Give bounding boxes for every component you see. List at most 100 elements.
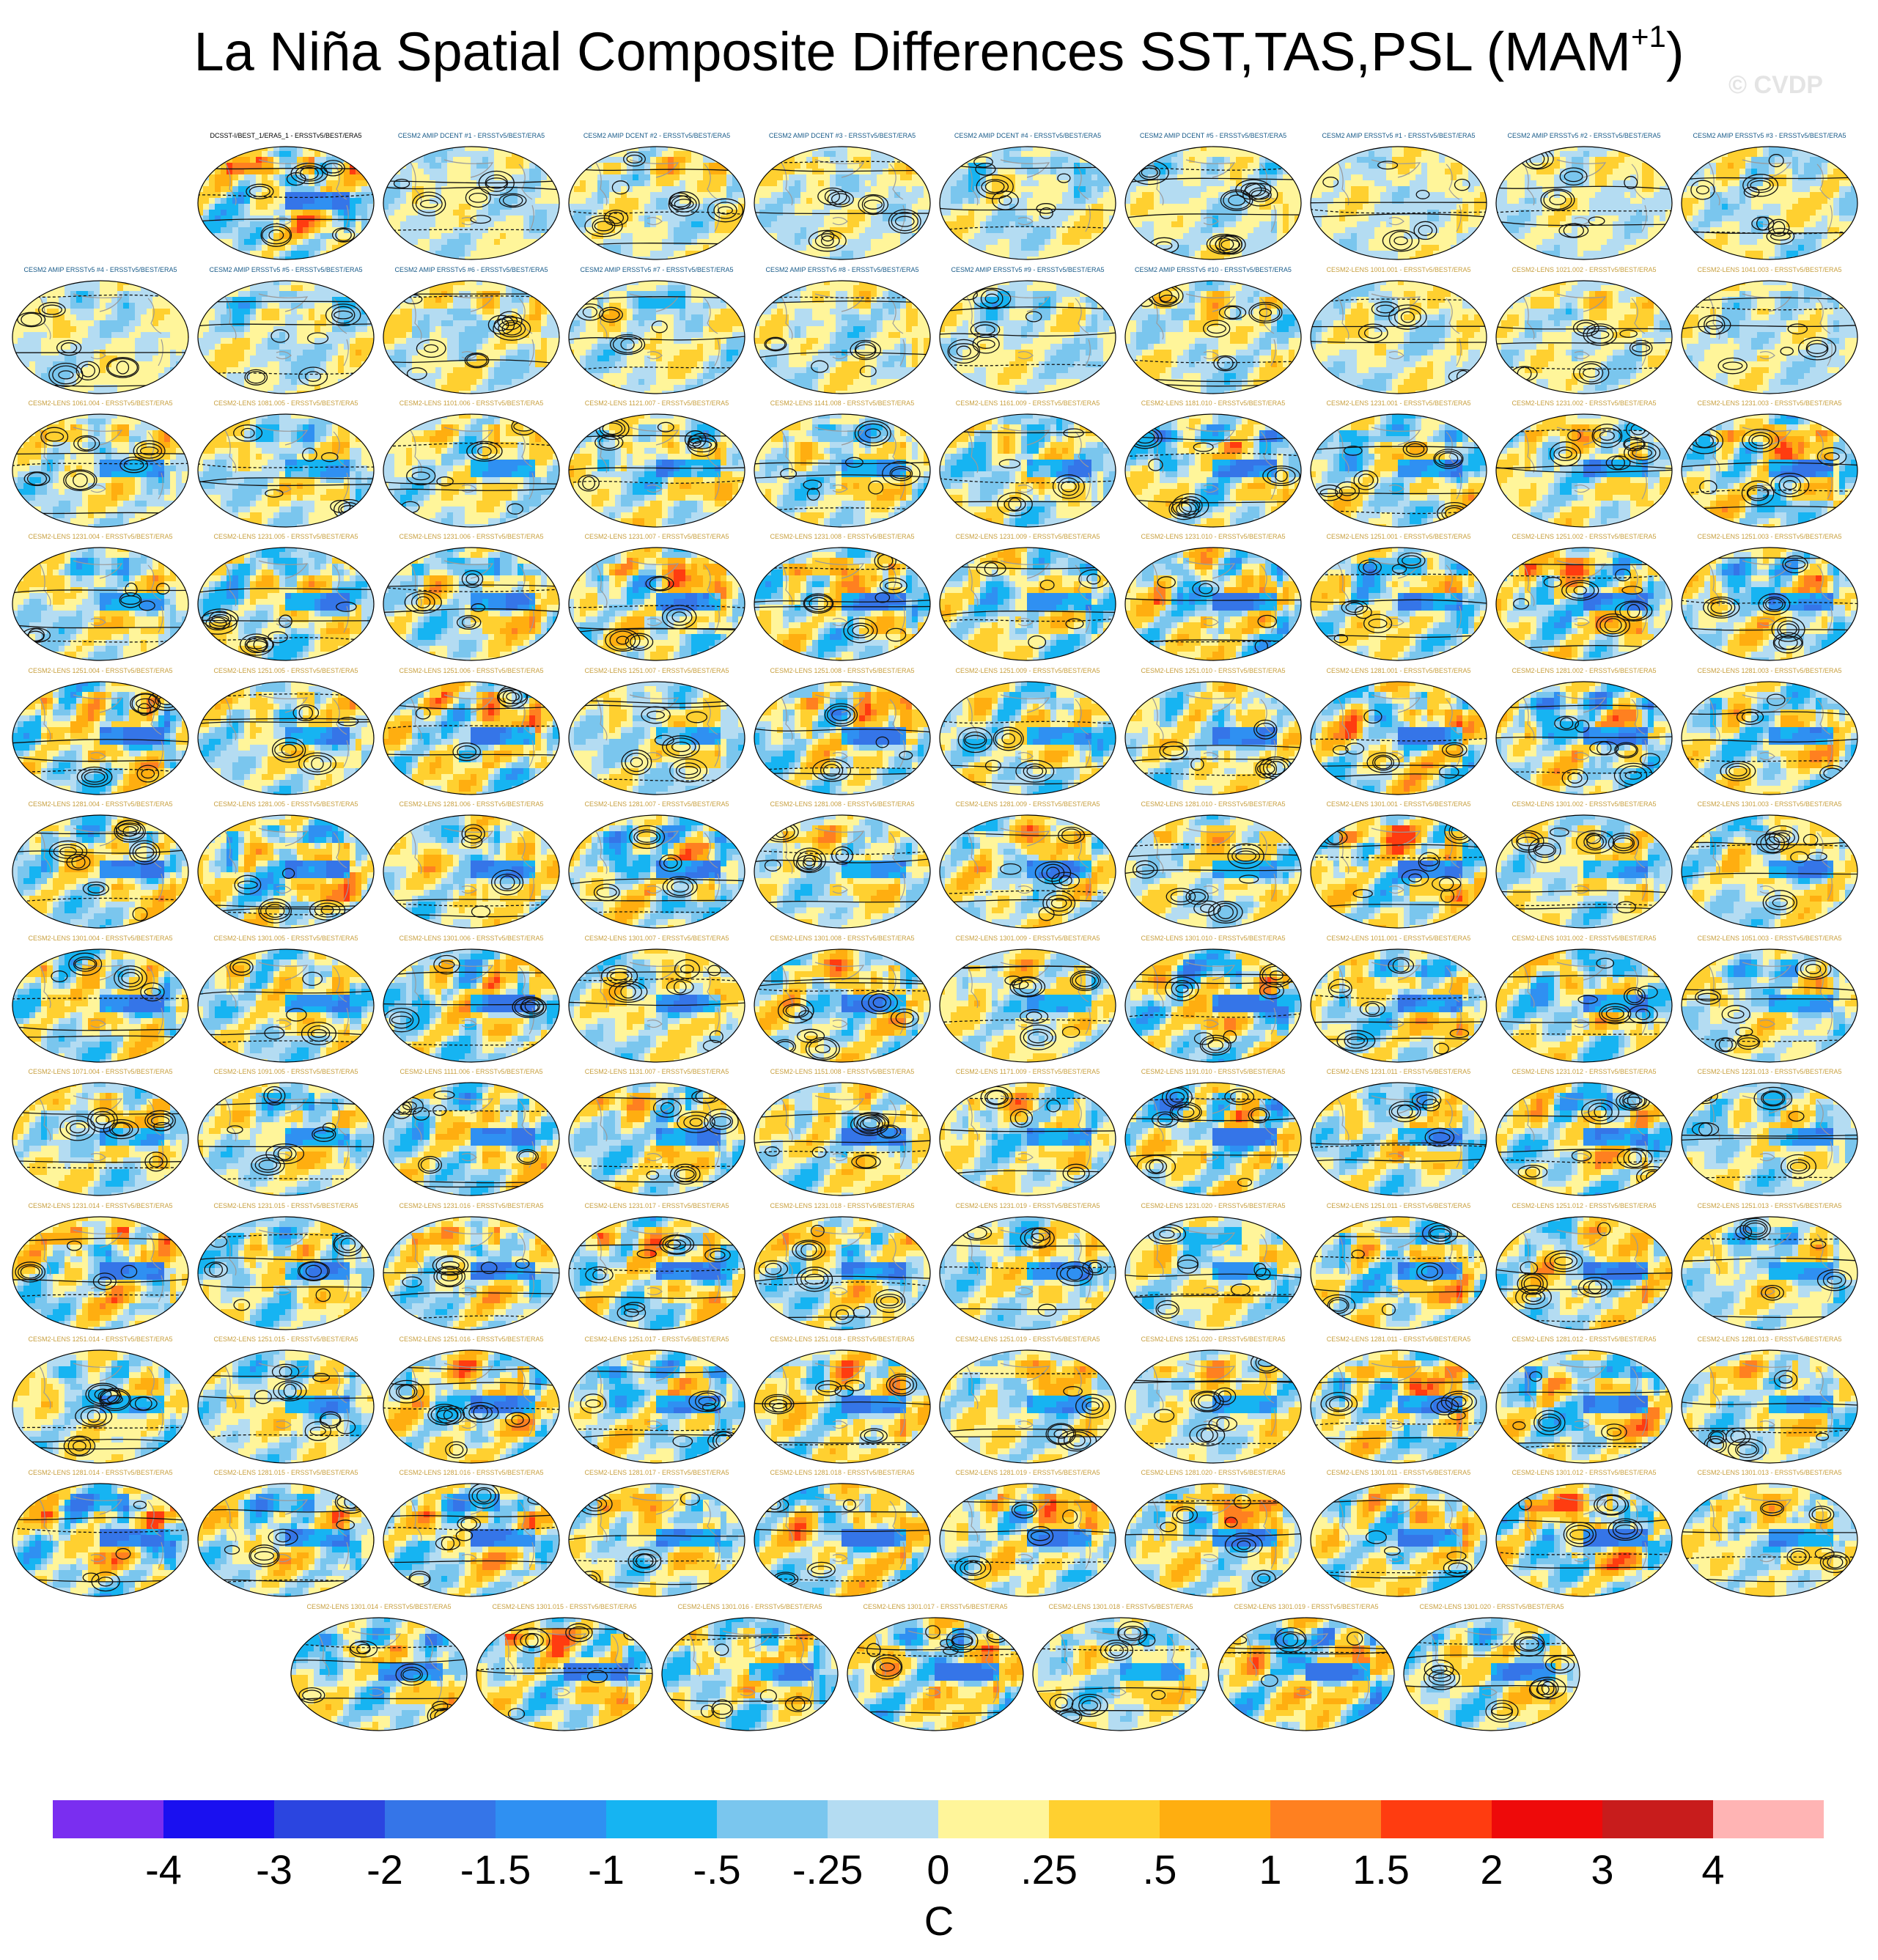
world-map: [197, 279, 375, 395]
map-panel: CESM2-LENS 1281.001 - ERSSTv5/BEST/ERA5: [1306, 667, 1492, 802]
world-map: [197, 680, 375, 796]
anomaly-field: [1495, 680, 1673, 796]
anomaly-field: [1124, 948, 1302, 1064]
map-panel: CESM2-LENS 1231.002 - ERSSTv5/BEST/ERA5: [1491, 399, 1677, 534]
world-map: [1495, 1349, 1673, 1465]
colorbar-tick-label: -4: [145, 1846, 182, 1893]
world-map: [1310, 814, 1487, 929]
colorbar-tick-label: -.25: [792, 1846, 863, 1893]
colorbar-tick-label: -2: [367, 1846, 403, 1893]
map-panel: CESM2-LENS 1001.001 - ERSSTv5/BEST/ERA5: [1306, 266, 1492, 401]
panel-label: CESM2-LENS 1251.011 - ERSSTv5/BEST/ERA5: [1306, 1202, 1492, 1212]
panel-label: CESM2 AMIP DCENT #2 - ERSSTv5/BEST/ERA5: [564, 132, 750, 142]
panel-label: CESM2-LENS 1251.019 - ERSSTv5/BEST/ERA5: [935, 1335, 1121, 1346]
anomaly-field: [939, 145, 1116, 261]
panel-label: CESM2-LENS 1231.018 - ERSSTv5/BEST/ERA5: [749, 1202, 935, 1212]
anomaly-field: [939, 814, 1116, 929]
anomaly-field: [12, 546, 189, 662]
map-panel: CESM2-LENS 1071.004 - ERSSTv5/BEST/ERA5: [7, 1068, 194, 1203]
panel-label: CESM2 AMIP ERSSTv5 #5 - ERSSTv5/BEST/ERA…: [193, 266, 379, 276]
world-map: [383, 1482, 560, 1598]
panel-label: CESM2-LENS 1301.014 - ERSSTv5/BEST/ERA5: [286, 1603, 472, 1613]
panel-label: CESM2 AMIP ERSSTv5 #7 - ERSSTv5/BEST/ERA…: [564, 266, 750, 276]
anomaly-field: [383, 279, 560, 395]
panel-label: CESM2-LENS 1281.004 - ERSSTv5/BEST/ERA5: [7, 800, 194, 811]
anomaly-field: [383, 680, 560, 796]
panel-label: CESM2-LENS 1041.003 - ERSSTv5/BEST/ERA5: [1676, 266, 1863, 276]
map-panel: CESM2-LENS 1231.010 - ERSSTv5/BEST/ERA5: [1120, 533, 1306, 668]
map-panel: CESM2-LENS 1251.016 - ERSSTv5/BEST/ERA5: [378, 1335, 564, 1470]
world-map: [1124, 413, 1302, 528]
map-panel: CESM2-LENS 1301.012 - ERSSTv5/BEST/ERA5: [1491, 1469, 1677, 1604]
anomaly-field: [197, 546, 375, 662]
world-map: [1124, 1081, 1302, 1197]
anomaly-field: [1681, 680, 1858, 796]
anomaly-field: [1681, 546, 1858, 662]
map-panel: CESM2-LENS 1281.002 - ERSSTv5/BEST/ERA5: [1491, 667, 1677, 802]
panel-label: CESM2-LENS 1301.006 - ERSSTv5/BEST/ERA5: [378, 935, 564, 945]
world-map: [383, 680, 560, 796]
panel-label: CESM2-LENS 1171.009 - ERSSTv5/BEST/ERA5: [935, 1068, 1121, 1078]
panel-label: CESM2 AMIP ERSSTv5 #2 - ERSSTv5/BEST/ERA…: [1491, 132, 1677, 142]
map-panel: DCSST-I/BEST_1/ERA5_1 - ERSSTv5/BEST/ERA…: [193, 132, 379, 267]
world-map: [568, 1081, 745, 1197]
world-map: [754, 948, 931, 1064]
panel-label: CESM2-LENS 1231.004 - ERSSTv5/BEST/ERA5: [7, 533, 194, 543]
world-map: [12, 948, 189, 1064]
map-panel: CESM2-LENS 1231.007 - ERSSTv5/BEST/ERA5: [564, 533, 750, 668]
anomaly-field: [939, 1482, 1116, 1598]
map-panel: CESM2-LENS 1011.001 - ERSSTv5/BEST/ERA5: [1306, 935, 1492, 1069]
panel-label: CESM2-LENS 1301.018 - ERSSTv5/BEST/ERA5: [1028, 1603, 1214, 1613]
panel-label: CESM2-LENS 1281.017 - ERSSTv5/BEST/ERA5: [564, 1469, 750, 1479]
anomaly-field: [754, 1349, 931, 1465]
panel-label: CESM2-LENS 1251.020 - ERSSTv5/BEST/ERA5: [1120, 1335, 1306, 1346]
world-map: [754, 680, 931, 796]
map-panel: CESM2-LENS 1281.012 - ERSSTv5/BEST/ERA5: [1491, 1335, 1677, 1470]
anomaly-field: [1124, 1482, 1302, 1598]
map-panel: CESM2 AMIP DCENT #1 - ERSSTv5/BEST/ERA5: [378, 132, 564, 267]
world-map: [1681, 1215, 1858, 1331]
world-map: [1495, 145, 1673, 261]
anomaly-field: [290, 1616, 468, 1732]
world-map: [1310, 413, 1487, 528]
world-map: [939, 546, 1116, 662]
world-map: [197, 948, 375, 1064]
panel-label: CESM2-LENS 1191.010 - ERSSTv5/BEST/ERA5: [1120, 1068, 1306, 1078]
map-panel: CESM2 AMIP ERSSTv5 #6 - ERSSTv5/BEST/ERA…: [378, 266, 564, 401]
panel-label: CESM2-LENS 1231.014 - ERSSTv5/BEST/ERA5: [7, 1202, 194, 1212]
colorbar-tick-label: .25: [1020, 1846, 1078, 1893]
map-panel: CESM2-LENS 1151.008 - ERSSTv5/BEST/ERA5: [749, 1068, 935, 1203]
world-map: [383, 814, 560, 929]
world-map: [1310, 680, 1487, 796]
panel-label: CESM2-LENS 1231.010 - ERSSTv5/BEST/ERA5: [1120, 533, 1306, 543]
anomaly-field: [197, 413, 375, 528]
map-panel: CESM2-LENS 1021.002 - ERSSTv5/BEST/ERA5: [1491, 266, 1677, 401]
map-panel: CESM2-LENS 1131.007 - ERSSTv5/BEST/ERA5: [564, 1068, 750, 1203]
anomaly-field: [939, 1215, 1116, 1331]
world-map: [1495, 546, 1673, 662]
map-panel: CESM2-LENS 1281.015 - ERSSTv5/BEST/ERA5: [193, 1469, 379, 1604]
anomaly-field: [1495, 1482, 1673, 1598]
panel-label: CESM2-LENS 1251.002 - ERSSTv5/BEST/ERA5: [1491, 533, 1677, 543]
panel-label: CESM2-LENS 1251.008 - ERSSTv5/BEST/ERA5: [749, 667, 935, 677]
world-map: [754, 1081, 931, 1197]
map-panel: CESM2-LENS 1111.006 - ERSSTv5/BEST/ERA5: [378, 1068, 564, 1203]
panel-label: CESM2-LENS 1231.003 - ERSSTv5/BEST/ERA5: [1676, 399, 1863, 410]
world-map: [754, 546, 931, 662]
panel-label: CESM2-LENS 1231.001 - ERSSTv5/BEST/ERA5: [1306, 399, 1492, 410]
world-map: [1495, 1482, 1673, 1598]
map-panel: CESM2-LENS 1251.002 - ERSSTv5/BEST/ERA5: [1491, 533, 1677, 668]
world-map: [197, 413, 375, 528]
colorbar-segment: [1270, 1800, 1382, 1838]
world-map: [12, 1349, 189, 1465]
world-map: [1124, 1215, 1302, 1331]
anomaly-field: [12, 1081, 189, 1197]
map-panel: CESM2-LENS 1301.008 - ERSSTv5/BEST/ERA5: [749, 935, 935, 1069]
map-panel: CESM2-LENS 1251.011 - ERSSTv5/BEST/ERA5: [1306, 1202, 1492, 1337]
world-map: [939, 279, 1116, 395]
world-map: [1495, 948, 1673, 1064]
world-map: [12, 413, 189, 528]
colorbar-segment: [274, 1800, 386, 1838]
colorbar-tick-label: -1.5: [460, 1846, 531, 1893]
anomaly-field: [197, 279, 375, 395]
